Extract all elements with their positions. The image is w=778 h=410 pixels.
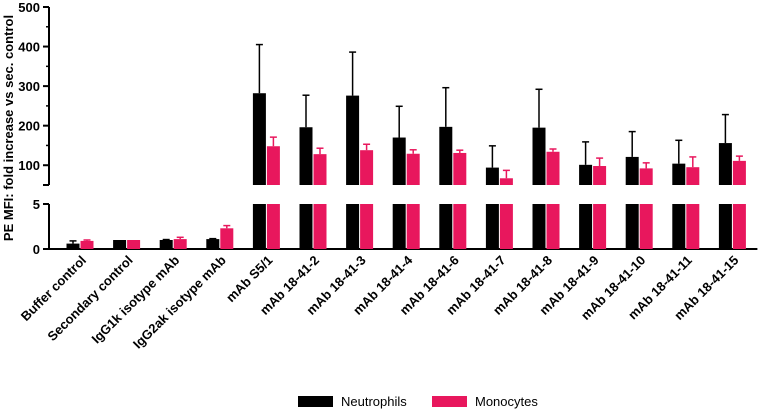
bar-neutrophils (532, 204, 546, 249)
bars (66, 43, 746, 249)
bar-neutrophils (113, 240, 127, 249)
bar-neutrophils (252, 93, 266, 185)
bar-neutrophils (159, 240, 173, 249)
bar-neutrophils (672, 163, 686, 185)
bar-monocytes (313, 154, 327, 185)
bar-monocytes (639, 168, 653, 185)
y-tick-label: 0 (33, 242, 40, 257)
legend-swatch-monocytes (432, 396, 467, 407)
bar-neutrophils (392, 204, 406, 249)
bar-neutrophils (439, 204, 453, 249)
bar-monocytes (499, 178, 513, 185)
bar-monocytes (546, 204, 560, 249)
bar-neutrophils (346, 204, 360, 249)
bar-monocytes (313, 204, 327, 249)
legend: Neutrophils Monocytes (298, 394, 538, 409)
legend-swatch-neutrophils (298, 396, 333, 407)
bar-neutrophils (439, 126, 453, 185)
bar-monocytes (266, 146, 280, 185)
bar-neutrophils (299, 204, 313, 249)
bar-neutrophils (625, 156, 639, 185)
bar-neutrophils (532, 127, 546, 185)
bar-monocytes (546, 151, 560, 185)
bar-monocytes (732, 160, 746, 185)
bar-neutrophils (66, 243, 80, 249)
bar-monocytes (686, 167, 700, 185)
y-tick-label: 5 (33, 197, 40, 212)
bar-neutrophils (579, 164, 593, 185)
bar-neutrophils (672, 204, 686, 249)
bar-monocytes (593, 166, 607, 185)
bar-monocytes (173, 239, 187, 249)
bar-monocytes (453, 152, 467, 185)
bar-neutrophils (252, 204, 266, 249)
legend-label-monocytes: Monocytes (475, 394, 538, 409)
bar-monocytes (639, 204, 653, 249)
bar-monocytes (220, 228, 234, 249)
y-tick-label: 100 (18, 158, 40, 173)
bar-monocytes (732, 204, 746, 249)
bar-monocytes (266, 204, 280, 249)
bar-neutrophils (206, 239, 220, 249)
bar-monocytes (686, 204, 700, 249)
y-tick-label: 500 (18, 0, 40, 15)
bar-neutrophils (625, 204, 639, 249)
bar-neutrophils (485, 204, 499, 249)
bar-neutrophils (485, 167, 499, 185)
bar-neutrophils (579, 204, 593, 249)
y-tick-label: 200 (18, 119, 40, 134)
x-tick-label: Secondary control (44, 253, 135, 344)
bar-monocytes (127, 240, 141, 249)
y-axis-label: PE MFI: fold increase vs sec. control (1, 15, 16, 241)
bar-monocytes (360, 204, 374, 249)
bar-neutrophils (299, 127, 313, 185)
x-tick-label: IgG2ak isotype mAb (130, 252, 229, 351)
bar-monocytes (406, 204, 420, 249)
bar-monocytes (499, 204, 513, 249)
bar-neutrophils (718, 204, 732, 249)
bar-monocytes (406, 153, 420, 185)
bar-neutrophils (392, 137, 406, 185)
y-tick-label: 300 (18, 79, 40, 94)
bar-neutrophils (718, 143, 732, 185)
x-tick-label: IgG1k isotype mAb (88, 252, 182, 346)
bar-neutrophils (346, 95, 360, 185)
bar-monocytes (80, 240, 94, 249)
legend-label-neutrophils: Neutrophils (341, 394, 407, 409)
y-tick-label: 400 (18, 40, 40, 55)
bar-monocytes (453, 204, 467, 249)
bar-monocytes (593, 204, 607, 249)
bar-monocytes (360, 150, 374, 185)
